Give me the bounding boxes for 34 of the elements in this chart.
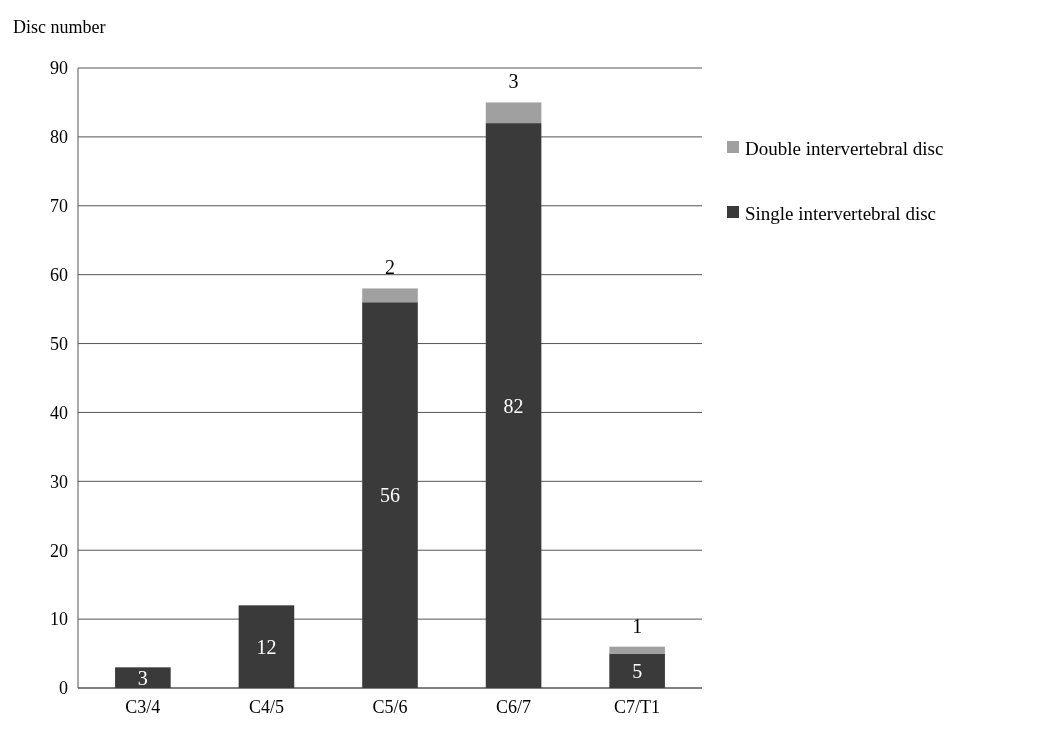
bar [362,302,418,688]
x-tick-label: C5/6 [372,697,408,717]
data-label: 56 [380,484,400,507]
y-tick-label: 60 [50,264,68,285]
data-label: 5 [632,659,643,682]
y-tick-label: 20 [50,540,68,561]
data-label: 12 [256,635,277,658]
y-tick-label: 50 [50,333,68,354]
y-tick-label: 80 [50,127,68,148]
x-tick-label: C6/7 [496,697,532,717]
legend-label: Double intervertebral disc [745,137,944,159]
x-tick-label: C4/5 [248,697,284,717]
bar [362,288,418,303]
y-tick-label: 30 [50,471,68,492]
x-tick-label: C7/T1 [614,697,661,717]
bar [485,102,542,124]
data-label: 82 [503,394,524,417]
bar [115,667,171,688]
y-axis-title: Disc number [13,17,106,37]
bar [609,653,665,688]
y-tick-label: 70 [50,196,68,217]
y-tick-label: 40 [50,402,68,423]
bar [485,123,542,688]
y-tick-label: 10 [50,609,68,630]
data-label: 3 [137,666,148,689]
bar [238,605,295,688]
x-tick-label: C3/4 [125,697,161,717]
legend-label: Single intervertebral disc [745,202,936,224]
data-label: 3 [508,70,519,93]
data-label: 2 [385,256,395,279]
bar [609,646,665,654]
data-label: 1 [632,614,643,637]
y-tick-label: 0 [59,678,68,699]
y-tick-label: 90 [50,58,68,79]
